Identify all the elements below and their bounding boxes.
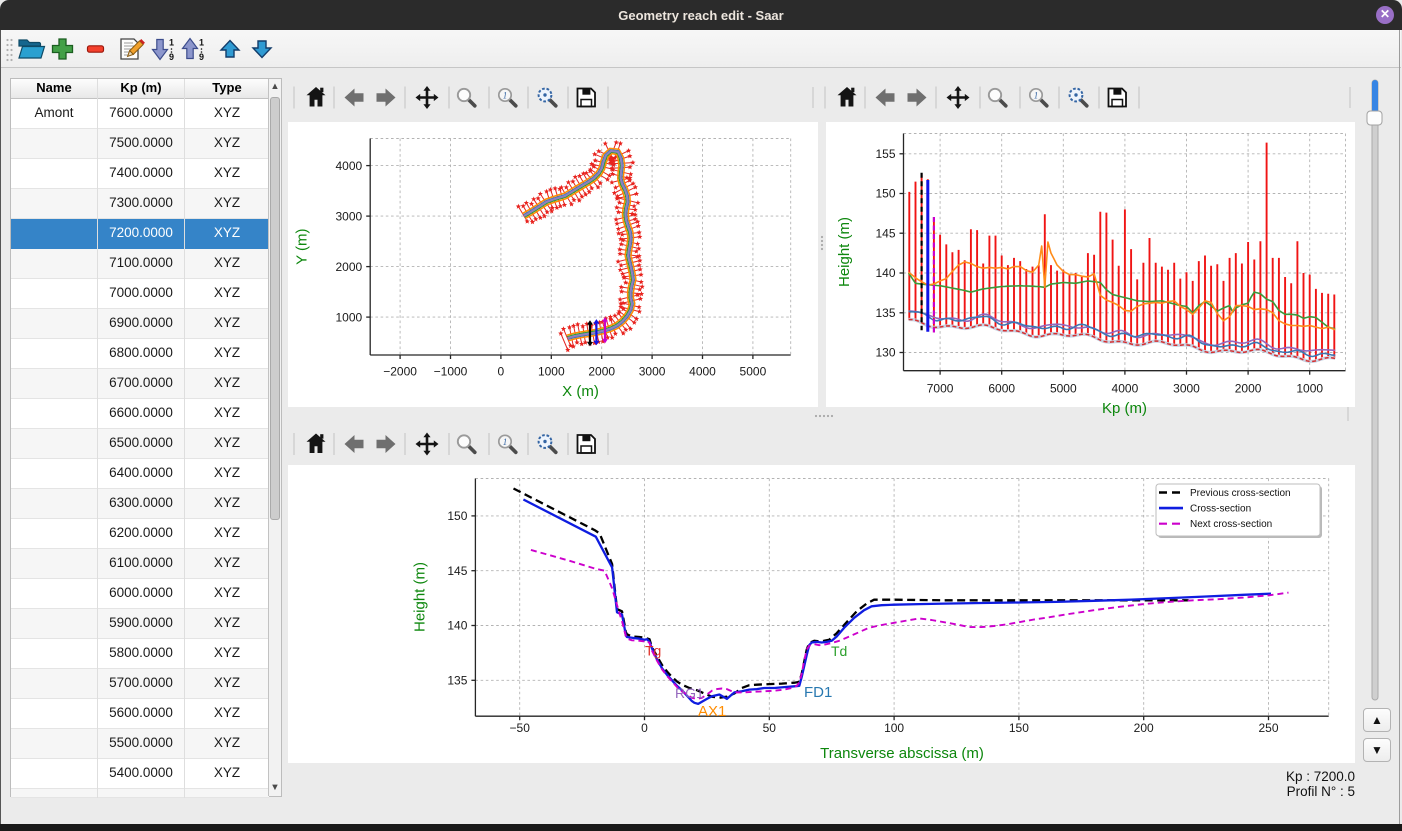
- svg-text:Cross-section: Cross-section: [1190, 504, 1251, 515]
- svg-text:50: 50: [763, 721, 777, 735]
- svg-text:2000: 2000: [1235, 382, 1262, 396]
- svg-text:Next cross-section: Next cross-section: [1190, 519, 1272, 530]
- svg-text:150: 150: [447, 509, 467, 523]
- svg-text:5000: 5000: [1050, 382, 1077, 396]
- svg-text:FD1: FD1: [804, 684, 832, 701]
- svg-text:Height (m): Height (m): [836, 217, 853, 287]
- svg-text:6000: 6000: [988, 382, 1015, 396]
- svg-text:−1000: −1000: [434, 365, 468, 379]
- svg-text:4000: 4000: [335, 159, 362, 173]
- svg-text:Transverse abscissa (m): Transverse abscissa (m): [820, 745, 984, 762]
- svg-text:7000: 7000: [927, 382, 954, 396]
- svg-text:X (m): X (m): [562, 383, 599, 400]
- svg-text:130: 130: [875, 346, 895, 360]
- svg-text:Previous cross-section: Previous cross-section: [1190, 488, 1291, 499]
- svg-text:3000: 3000: [639, 365, 666, 379]
- svg-text:135: 135: [447, 674, 467, 688]
- svg-text:3000: 3000: [1173, 382, 1200, 396]
- svg-text:Y (m): Y (m): [293, 229, 310, 265]
- svg-text:4000: 4000: [1112, 382, 1139, 396]
- svg-text:4000: 4000: [689, 365, 716, 379]
- svg-text:1: 1: [199, 38, 204, 48]
- svg-text:2000: 2000: [335, 260, 362, 274]
- svg-text:1000: 1000: [335, 310, 362, 324]
- svg-text:200: 200: [1134, 721, 1154, 735]
- svg-text:250: 250: [1258, 721, 1278, 735]
- svg-text:1: 1: [503, 90, 508, 100]
- svg-text:1: 1: [169, 38, 174, 48]
- svg-text:3000: 3000: [335, 209, 362, 223]
- svg-text:9: 9: [199, 52, 204, 62]
- svg-text:1: 1: [503, 437, 508, 447]
- svg-text:1000: 1000: [538, 365, 565, 379]
- svg-text:1000: 1000: [1296, 382, 1323, 396]
- svg-text:1: 1: [1034, 90, 1039, 100]
- svg-text:150: 150: [875, 187, 895, 201]
- svg-text:AX1: AX1: [698, 703, 726, 720]
- svg-text:140: 140: [447, 619, 467, 633]
- svg-text:0: 0: [498, 365, 505, 379]
- svg-text:145: 145: [447, 564, 467, 578]
- svg-text:Height (m): Height (m): [412, 562, 429, 632]
- svg-text:Kp (m): Kp (m): [1102, 400, 1147, 417]
- svg-text:145: 145: [875, 226, 895, 240]
- svg-text:−2000: −2000: [383, 365, 417, 379]
- svg-text:9: 9: [169, 52, 174, 62]
- svg-text:155: 155: [875, 147, 895, 161]
- svg-text:100: 100: [884, 721, 904, 735]
- svg-text:150: 150: [1009, 721, 1029, 735]
- svg-text:0: 0: [641, 721, 648, 735]
- svg-text:RG1: RG1: [675, 685, 704, 701]
- svg-text:140: 140: [875, 266, 895, 280]
- svg-text:−50: −50: [510, 721, 531, 735]
- svg-text:Td: Td: [831, 643, 847, 659]
- svg-text:2000: 2000: [588, 365, 615, 379]
- svg-text:5000: 5000: [740, 365, 767, 379]
- svg-text:Tg: Tg: [645, 643, 661, 659]
- svg-text:135: 135: [875, 306, 895, 320]
